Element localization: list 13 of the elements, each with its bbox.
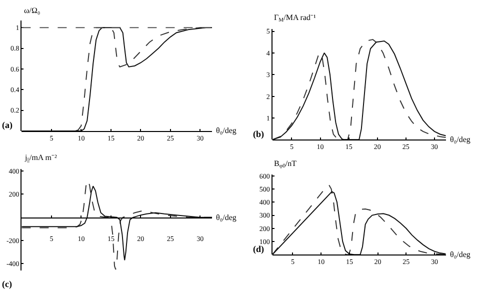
x-axis-title: θ₀/deg: [216, 213, 236, 222]
text: (b): [253, 129, 264, 139]
x-axis-title: θ₀/deg: [450, 250, 470, 259]
y-axis-title: Γ$_{M}$/MA rad⁻¹: [274, 13, 316, 24]
y-axis-title: ω/Ω₀: [24, 6, 40, 15]
y-axis-title: j$_{||}$/mA m⁻²: [24, 153, 58, 164]
text: (c): [2, 279, 12, 289]
y-axis-title: B$_{φ0}$/nT: [274, 159, 297, 170]
text: (a): [2, 120, 12, 130]
x-axis-title: θ₀/deg: [450, 135, 470, 144]
x-axis-title: θ₀/deg: [216, 126, 236, 135]
line-series: [22, 186, 212, 261]
text: (d): [253, 244, 264, 254]
